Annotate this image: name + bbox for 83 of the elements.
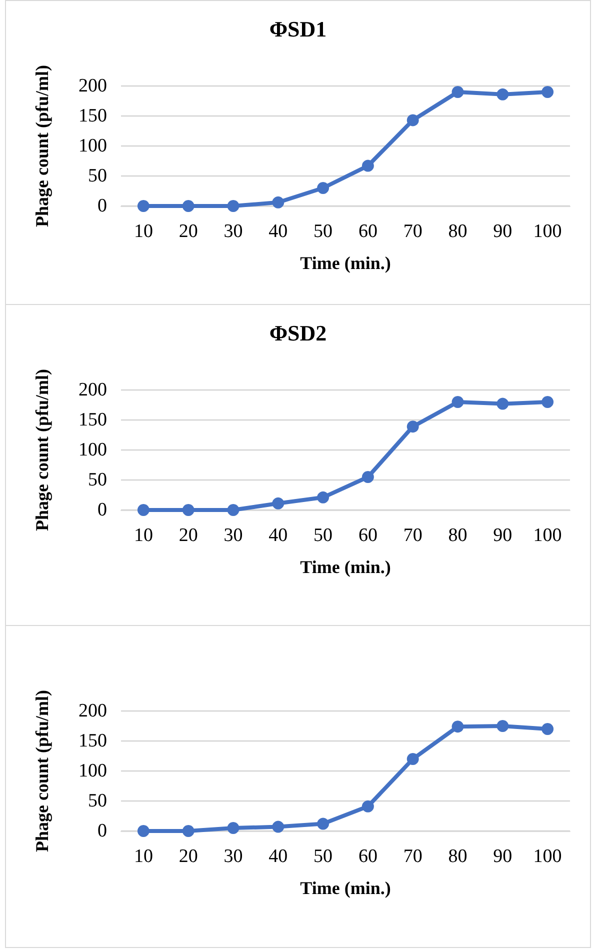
- x-tick-label: 50: [314, 846, 333, 867]
- point: [272, 497, 284, 510]
- x-tick-label: 20: [178, 846, 198, 867]
- point: [137, 504, 150, 516]
- x-tick-label: 100: [533, 221, 562, 242]
- y-tick-label: 200: [78, 380, 107, 400]
- y-axis-title: Phage count (pfu/ml): [32, 64, 52, 227]
- point: [362, 800, 374, 812]
- x-tick-label: 80: [448, 525, 468, 546]
- y-tick-label: 0: [98, 196, 107, 216]
- point: [272, 820, 284, 833]
- y-tick-label: 100: [78, 136, 107, 156]
- x-tick-label: 40: [268, 221, 288, 242]
- x-tick-label: 10: [134, 525, 153, 546]
- x-tick-label: 30: [224, 221, 243, 242]
- x-tick-label: 60: [358, 846, 378, 867]
- point: [272, 196, 284, 208]
- point: [227, 200, 240, 212]
- x-tick-label: 10: [134, 221, 153, 242]
- point: [452, 720, 464, 733]
- point: [317, 182, 330, 194]
- x-tick-label: 70: [403, 525, 422, 546]
- x-tick-label: 30: [224, 846, 243, 867]
- x-tick-label: 90: [493, 525, 512, 546]
- point: [406, 753, 419, 765]
- x-tick-label: 60: [358, 221, 378, 242]
- x-axis-title: Time (min.): [300, 557, 391, 577]
- point: [496, 398, 509, 410]
- y-tick-label: 50: [88, 790, 107, 812]
- point: [542, 396, 554, 408]
- y-tick-label: 50: [88, 166, 107, 186]
- point: [137, 825, 150, 837]
- x-tick-label: 50: [314, 221, 333, 242]
- x-tick-label: 10: [134, 846, 153, 867]
- point: [362, 160, 374, 172]
- y-tick-label: 50: [88, 470, 107, 490]
- point: [182, 504, 194, 516]
- y-tick-label: 150: [78, 730, 107, 752]
- x-tick-label: 80: [448, 846, 468, 867]
- x-tick-label: 20: [178, 525, 198, 546]
- point: [542, 723, 554, 735]
- x-tick-label: 30: [224, 525, 243, 546]
- point: [496, 88, 509, 100]
- chart-title: ΦSD2: [269, 320, 327, 346]
- point: [227, 504, 240, 516]
- point: [317, 818, 330, 830]
- point: [317, 491, 330, 504]
- y-tick-label: 100: [78, 440, 107, 460]
- x-tick-label: 50: [314, 525, 333, 546]
- y-tick-label: 0: [98, 820, 107, 842]
- y-tick-label: 200: [78, 700, 107, 722]
- x-tick-label: 20: [178, 221, 198, 242]
- x-tick-label: 40: [268, 525, 288, 546]
- chart-title: ΦSD1: [269, 16, 327, 42]
- x-tick-label: 80: [448, 221, 468, 242]
- point: [406, 420, 419, 433]
- x-tick-label: 70: [403, 221, 422, 242]
- point: [406, 114, 419, 126]
- point: [542, 86, 554, 98]
- y-axis-title: Phage count (pfu/ml): [32, 368, 52, 531]
- point: [452, 86, 464, 98]
- x-tick-label: 60: [358, 525, 378, 546]
- x-tick-label: 90: [493, 221, 512, 242]
- y-tick-label: 150: [78, 106, 107, 126]
- point: [452, 396, 464, 408]
- x-axis-title: Time (min.): [300, 878, 391, 898]
- point: [137, 200, 150, 212]
- x-tick-label: 70: [403, 846, 422, 867]
- x-tick-label: 100: [533, 846, 562, 867]
- x-tick-label: 90: [493, 846, 512, 867]
- y-tick-label: 150: [78, 410, 107, 430]
- point: [496, 720, 509, 732]
- point: [182, 200, 194, 212]
- point: [362, 471, 374, 483]
- y-axis-title: Phage count (pfu/ml): [32, 690, 52, 852]
- x-tick-label: 100: [533, 525, 562, 546]
- y-tick-label: 100: [78, 760, 107, 782]
- x-tick-label: 40: [268, 846, 288, 867]
- point: [182, 825, 194, 837]
- y-tick-label: 0: [98, 500, 107, 520]
- y-tick-label: 200: [78, 76, 107, 96]
- point: [227, 822, 240, 834]
- x-axis-title: Time (min.): [300, 253, 391, 273]
